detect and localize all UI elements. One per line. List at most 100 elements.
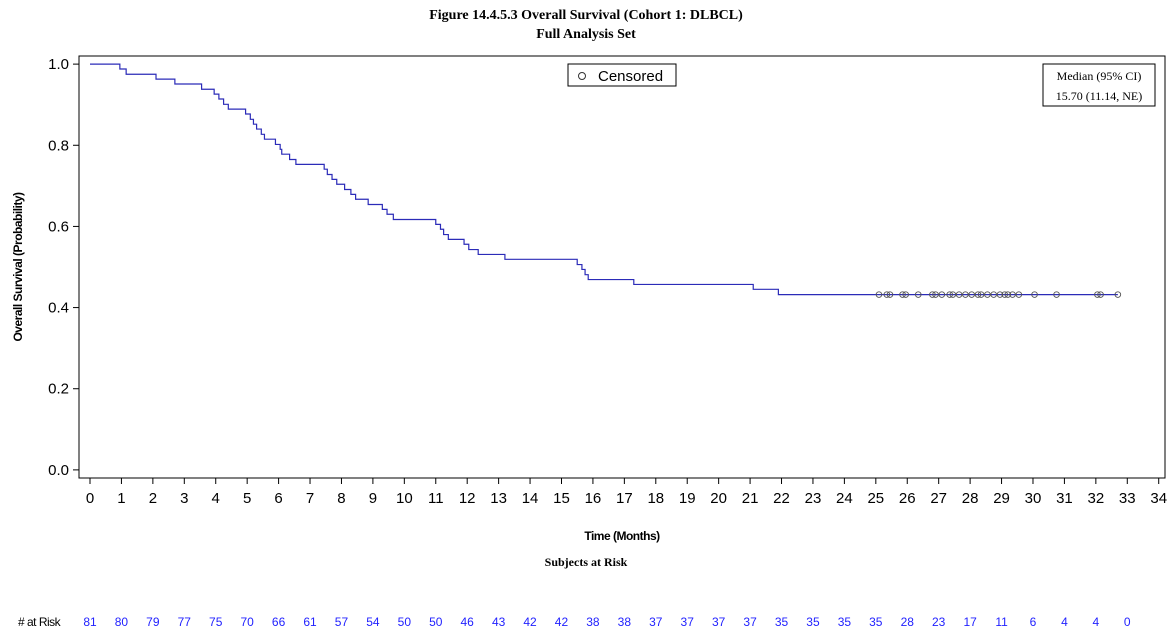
x-axis-label: Time (Months) xyxy=(584,529,660,543)
censored-point xyxy=(1114,291,1122,298)
censored-point xyxy=(932,291,939,298)
censored-point xyxy=(883,291,891,298)
x-tick-label: 16 xyxy=(585,490,602,507)
risk-value: 50 xyxy=(429,615,443,629)
risk-value: 37 xyxy=(743,615,757,629)
risk-value: 35 xyxy=(806,615,820,629)
censored-point xyxy=(1097,291,1104,298)
x-tick-label: 2 xyxy=(149,490,157,507)
median-value: 15.70 (11.14, NE) xyxy=(1056,89,1143,103)
x-tick-label: 28 xyxy=(962,490,979,507)
censored-point xyxy=(962,291,969,298)
x-tick-label: 24 xyxy=(836,490,853,507)
risk-value: 37 xyxy=(712,615,726,629)
censored-point xyxy=(1004,291,1012,298)
censor-markers xyxy=(875,291,1122,298)
x-tick-label: 31 xyxy=(1056,490,1073,507)
x-tick-label: 12 xyxy=(459,490,476,507)
censored-point xyxy=(929,291,936,298)
risk-value: 37 xyxy=(649,615,663,629)
x-tick-label: 1 xyxy=(117,490,125,507)
x-tick-label: 19 xyxy=(679,490,696,507)
y-tick-label: 0.4 xyxy=(48,300,69,317)
censored-point xyxy=(902,291,909,298)
x-tick-label: 33 xyxy=(1119,490,1136,507)
survival-step-line xyxy=(90,63,1118,296)
risk-value: 81 xyxy=(83,615,97,629)
risk-value: 42 xyxy=(555,615,569,629)
risk-value: 66 xyxy=(272,615,286,629)
risk-value: 35 xyxy=(869,615,883,629)
censored-point xyxy=(875,291,883,298)
censored-point xyxy=(974,291,982,298)
risk-value: 0 xyxy=(1124,615,1131,629)
legend-censored-label: Censored xyxy=(598,68,663,85)
censored-point xyxy=(886,291,894,298)
censored-point xyxy=(938,291,946,298)
censored-point xyxy=(1009,291,1016,298)
y-tick-label: 0.0 xyxy=(48,462,69,479)
x-tick-label: 6 xyxy=(274,490,282,507)
risk-value: 35 xyxy=(838,615,852,629)
censored-point xyxy=(915,291,922,298)
risk-value: 38 xyxy=(586,615,600,629)
risk-value: 50 xyxy=(398,615,412,629)
x-tick-label: 9 xyxy=(369,490,377,507)
median-box: Median (95% CI) 15.70 (11.14, NE) xyxy=(1042,63,1156,107)
x-tick-label: 15 xyxy=(553,490,570,507)
risk-values: 81 80 79 77 75 70 66 61 57 54 50 50 46 43 42 42 38 38 37 37… xyxy=(83,615,1131,629)
x-tick-label: 29 xyxy=(993,490,1010,507)
censored-point xyxy=(1001,291,1008,298)
censored-point xyxy=(984,291,991,298)
x-tick-label: 34 xyxy=(1150,490,1167,507)
risk-value: 77 xyxy=(178,615,192,629)
x-tick-label: 30 xyxy=(1025,490,1042,507)
risk-value: 38 xyxy=(618,615,632,629)
censored-point xyxy=(990,291,997,298)
risk-value: 37 xyxy=(681,615,695,629)
risk-value: 57 xyxy=(335,615,349,629)
risk-value: 80 xyxy=(115,615,129,629)
x-tick-label: 3 xyxy=(180,490,188,507)
censored-point xyxy=(996,291,1004,298)
risk-value: 43 xyxy=(492,615,506,629)
chart-title: Figure 14.4.5.3 Overall Survival (Cohort… xyxy=(429,8,743,23)
risk-row-label: # at Risk xyxy=(18,615,62,629)
censored-point xyxy=(946,291,953,298)
x-tick-label: 14 xyxy=(522,490,539,507)
censored-point xyxy=(1094,291,1101,298)
median-box-frame xyxy=(1042,63,1156,107)
x-tick-label: 21 xyxy=(742,490,759,507)
x-tick-label: 4 xyxy=(212,490,220,507)
y-axis-label: Overall Survival (Probability) xyxy=(11,192,25,342)
series-layer xyxy=(90,63,1118,296)
risk-value: 4 xyxy=(1093,615,1100,629)
x-tick-label: 13 xyxy=(490,490,507,507)
x-tick-label: 18 xyxy=(647,490,664,507)
risk-value: 35 xyxy=(775,615,789,629)
risk-value: 6 xyxy=(1030,615,1037,629)
censored-point xyxy=(955,291,963,298)
censored-point xyxy=(977,291,985,298)
x-tick-label: 17 xyxy=(616,490,633,507)
x-tick-label: 32 xyxy=(1088,490,1105,507)
x-axis: 0 1 2 3 4 5 6 7 8 9 10 11 12 13 14 15 16 17 18 19 20 21 22 23 24… xyxy=(86,478,1167,507)
y-tick-label: 0.6 xyxy=(48,218,69,235)
risk-value: 28 xyxy=(901,615,915,629)
risk-value: 4 xyxy=(1061,615,1068,629)
risk-table-header: Subjects at Risk xyxy=(545,555,628,569)
x-tick-label: 22 xyxy=(773,490,790,507)
risk-value: 70 xyxy=(240,615,254,629)
y-tick-label: 1.0 xyxy=(48,56,69,73)
censored-point xyxy=(1053,291,1060,298)
censored-point xyxy=(968,291,975,298)
x-tick-label: 5 xyxy=(243,490,251,507)
x-tick-label: 11 xyxy=(428,490,444,507)
y-axis: 0.0 0.2 0.4 0.6 0.8 1.0 xyxy=(48,56,79,479)
x-tick-label: 25 xyxy=(867,490,884,507)
censored-point xyxy=(899,291,906,298)
risk-value: 23 xyxy=(932,615,946,629)
risk-value: 54 xyxy=(366,615,380,629)
x-tick-label: 27 xyxy=(930,490,947,507)
